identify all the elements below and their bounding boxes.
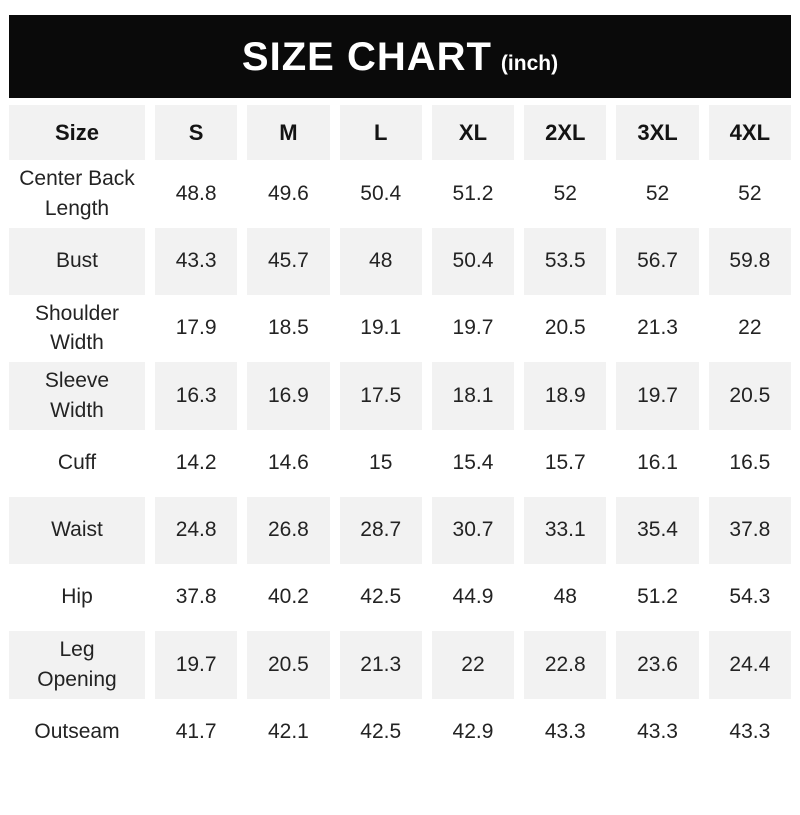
unit-label: (inch) (500, 51, 559, 75)
value-cell: 20.5 (698, 362, 791, 430)
value-cell: 20.5 (514, 294, 607, 363)
value-cell: 20.5 (237, 630, 330, 699)
value-cell: 14.6 (237, 429, 330, 497)
value-cell: 35.4 (606, 496, 699, 564)
value-cell: 28.7 (329, 496, 422, 564)
value-cell: 42.9 (421, 698, 515, 766)
value-cell: 59.8 (698, 227, 791, 295)
header-row: Size S M L XL 2XL 3XL 4XL (9, 105, 791, 160)
value-cell: 22.8 (514, 630, 607, 699)
value-cell: 43.3 (698, 698, 791, 766)
row-label: Hip (9, 563, 145, 631)
value-cell: 56.7 (606, 227, 699, 295)
column-header-s: S (145, 105, 238, 160)
value-cell: 37.8 (145, 563, 238, 631)
value-cell: 24.4 (698, 630, 791, 699)
title-group: SIZE CHART (inch) (242, 37, 558, 77)
table-row: Outseam 41.7 42.1 42.5 42.9 43.3 43.3 43.3 (9, 698, 791, 766)
table-row: Shoulder Width 17.9 18.5 19.1 19.7 20.5 21.3 22 (9, 294, 791, 363)
title-bar: SIZE CHART (inch) (9, 15, 791, 98)
value-cell: 43.3 (606, 698, 699, 766)
value-cell: 16.9 (237, 362, 330, 430)
table-row: Center Back Length 48.8 49.6 50.4 51.2 52 52 52 (9, 160, 791, 228)
value-cell: 42.5 (329, 698, 422, 766)
row-label: Bust (9, 227, 145, 295)
value-cell: 16.3 (145, 362, 238, 430)
value-cell: 21.3 (329, 630, 422, 699)
value-cell: 24.8 (145, 496, 238, 564)
row-label: Cuff (9, 429, 145, 497)
value-cell: 19.7 (145, 630, 238, 699)
page-title: SIZE CHART (241, 34, 492, 79)
row-label: Shoulder Width (9, 294, 145, 363)
value-cell: 22 (698, 294, 791, 363)
column-header-4xl: 4XL (698, 105, 791, 160)
value-cell: 19.7 (421, 294, 515, 363)
value-cell: 54.3 (698, 563, 791, 631)
table-row: Bust 43.3 45.7 48 50.4 53.5 56.7 59.8 (9, 227, 791, 295)
value-cell: 15.4 (421, 429, 515, 497)
table-row: Hip 37.8 40.2 42.5 44.9 48 51.2 54.3 (9, 563, 791, 631)
value-cell: 42.1 (237, 698, 330, 766)
value-cell: 17.5 (329, 362, 422, 430)
value-cell: 16.5 (698, 429, 791, 497)
column-header-xl: XL (421, 105, 515, 160)
table-row: Leg Opening 19.7 20.5 21.3 22 22.8 23.6 24.4 (9, 630, 791, 699)
value-cell: 19.1 (329, 294, 422, 363)
value-cell: 53.5 (514, 227, 607, 295)
value-cell: 23.6 (606, 630, 699, 699)
column-header-l: L (329, 105, 422, 160)
value-cell: 52 (514, 160, 607, 228)
column-header-2xl: 2XL (514, 105, 607, 160)
value-cell: 48 (514, 563, 607, 631)
value-cell: 43.3 (514, 698, 607, 766)
value-cell: 49.6 (237, 160, 330, 228)
value-cell: 19.7 (606, 362, 699, 430)
value-cell: 14.2 (145, 429, 238, 497)
size-chart-table: Size S M L XL 2XL 3XL 4XL Center Back Le… (9, 105, 791, 766)
row-label: Waist (9, 496, 145, 564)
value-cell: 15.7 (514, 429, 607, 497)
table-row: Cuff 14.2 14.6 15 15.4 15.7 16.1 16.5 (9, 429, 791, 497)
column-header-3xl: 3XL (606, 105, 699, 160)
column-header-m: M (237, 105, 330, 160)
value-cell: 48.8 (145, 160, 238, 228)
value-cell: 45.7 (237, 227, 330, 295)
value-cell: 15 (329, 429, 422, 497)
value-cell: 26.8 (237, 496, 330, 564)
value-cell: 48 (329, 227, 422, 295)
table-header: Size S M L XL 2XL 3XL 4XL (9, 105, 791, 160)
value-cell: 51.2 (421, 160, 515, 228)
table-row: Waist 24.8 26.8 28.7 30.7 33.1 35.4 37.8 (9, 496, 791, 564)
value-cell: 41.7 (145, 698, 238, 766)
value-cell: 50.4 (421, 227, 515, 295)
value-cell: 51.2 (606, 563, 699, 631)
value-cell: 17.9 (145, 294, 238, 363)
value-cell: 18.1 (421, 362, 515, 430)
value-cell: 50.4 (329, 160, 422, 228)
column-header-size: Size (9, 105, 145, 160)
value-cell: 18.9 (514, 362, 607, 430)
row-label: Sleeve Width (9, 362, 145, 430)
value-cell: 33.1 (514, 496, 607, 564)
value-cell: 43.3 (145, 227, 238, 295)
row-label: Center Back Length (9, 160, 145, 228)
value-cell: 21.3 (606, 294, 699, 363)
value-cell: 40.2 (237, 563, 330, 631)
value-cell: 22 (421, 630, 515, 699)
value-cell: 52 (606, 160, 699, 228)
value-cell: 30.7 (421, 496, 515, 564)
value-cell: 18.5 (237, 294, 330, 363)
table-body: Center Back Length 48.8 49.6 50.4 51.2 52 52 52… (9, 160, 791, 766)
value-cell: 42.5 (329, 563, 422, 631)
value-cell: 52 (698, 160, 791, 228)
value-cell: 44.9 (421, 563, 515, 631)
table-row: Sleeve Width 16.3 16.9 17.5 18.1 18.9 19.7 20.5 (9, 362, 791, 430)
value-cell: 16.1 (606, 429, 699, 497)
value-cell: 37.8 (698, 496, 791, 564)
row-label: Leg Opening (9, 630, 145, 699)
row-label: Outseam (9, 698, 145, 766)
